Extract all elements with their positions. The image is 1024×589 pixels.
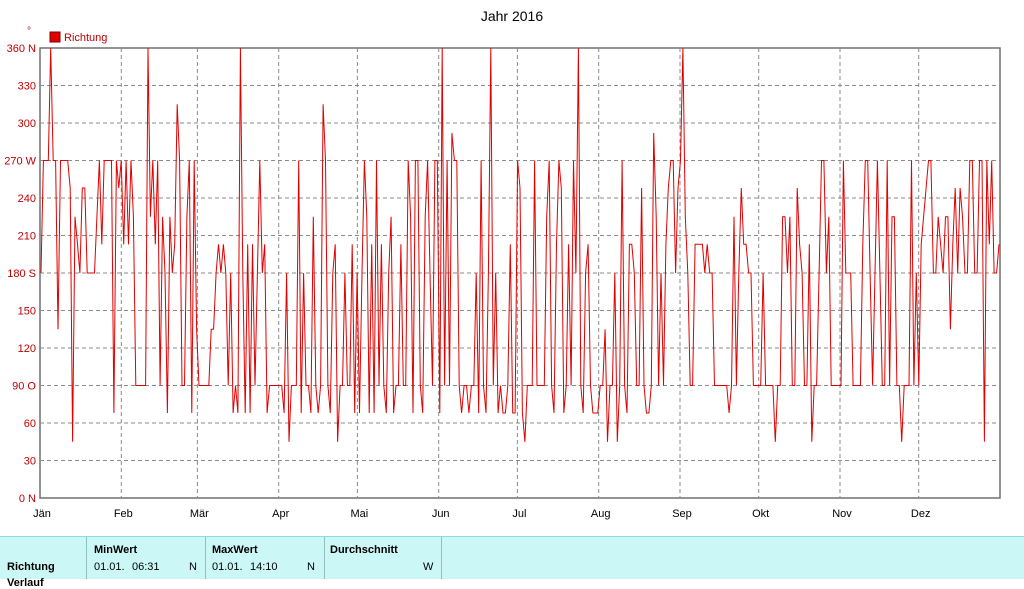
stats-max-header: MaxWert [212,544,258,556]
x-tick-label: Jun [432,508,450,520]
stats-max-value: N [307,561,315,573]
y-axis: 0 N 30 60 90 O 120 150 180 S 210 240 270 W 300 330 3… [4,43,36,505]
x-tick-label: Okt [752,508,769,520]
x-tick-label: Mai [351,508,369,520]
x-tick-label: Feb [114,508,133,520]
y-tick-label: 120 [18,343,36,355]
y-tick-label: 60 [24,418,36,430]
stats-max-cell: MaxWert 01.01. 14:10 N [206,537,325,579]
y-tick-label: 180 S [7,268,36,280]
stats-min-time: 06:31 [132,561,160,573]
y-tick-label: 240 [18,193,36,205]
wind-direction-chart: Jahr 2016 ° Richtung 0 N 30 60 90 O 120 150 18… [4,8,1001,520]
x-tick-label: Jän [33,508,51,520]
series-richtung [40,47,1000,442]
stats-min-header: MinWert [94,544,138,556]
y-tick-label: 0 N [19,493,36,505]
y-tick-label: 360 N [7,43,36,55]
y-tick-label: 210 [18,231,36,243]
y-tick-label: 300 [18,118,36,130]
chart-title: Jahr 2016 [481,8,543,24]
stats-avg-cell: Durchschnitt W [325,537,442,579]
stats-row-label-2: Verlauf [7,577,44,589]
y-tick-label: 150 [18,306,36,318]
x-tick-label: Apr [272,508,289,520]
stats-min-value: N [189,561,197,573]
x-tick-label: Jul [512,508,526,520]
x-tick-label: Sep [672,508,692,520]
y-tick-label: 90 O [12,381,36,393]
statistics-panel: Richtung Verlauf MinWert 01.01. 06:31 N … [0,536,1024,589]
stats-max-date: 01.01. [212,561,243,573]
stats-min-cell: MinWert 01.01. 06:31 N [87,537,206,579]
legend-label: Richtung [64,32,107,44]
x-tick-label: Dez [911,508,931,520]
stats-avg-value: W [423,561,434,573]
stats-avg-header: Durchschnitt [330,544,398,556]
x-tick-label: Aug [591,508,611,520]
series-line-richtung [40,47,1000,442]
stats-max-time: 14:10 [250,561,278,573]
y-tick-label: 30 [24,456,36,468]
y-tick-label: 330 [18,81,36,93]
x-tick-label: Nov [832,508,852,520]
y-tick-label: 270 W [4,156,36,168]
x-axis: Jän Feb Mär Apr Mai Jun Jul Aug Sep Okt Nov Dez [33,508,930,520]
y-unit-label: ° [27,26,31,37]
x-tick-label: Mär [190,508,209,520]
legend-swatch [49,31,61,43]
stats-row-label: Richtung [7,561,55,573]
stats-min-date: 01.01. [94,561,125,573]
stats-label-cell: Richtung Verlauf [0,537,87,589]
